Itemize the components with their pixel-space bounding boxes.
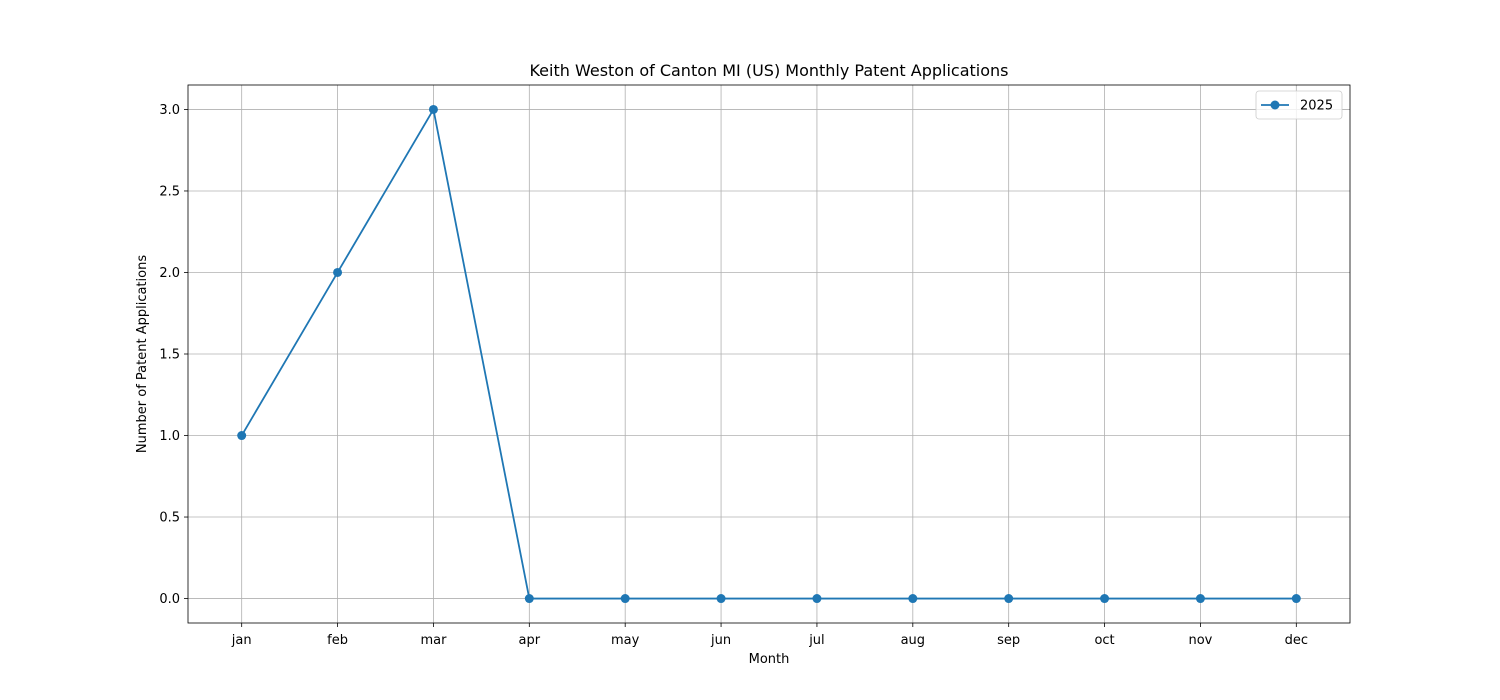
x-tick-label: nov (1188, 633, 1212, 648)
data-point (237, 431, 246, 440)
x-tick-label: may (611, 633, 640, 648)
data-point (333, 268, 342, 277)
data-point (717, 594, 726, 603)
data-point (1292, 594, 1301, 603)
x-tick-label: feb (327, 633, 348, 648)
x-tick-label: oct (1094, 633, 1114, 648)
ticks: jan feb mar apr may jun jul aug sep oct nov dec 0.0 0… (159, 103, 1308, 648)
y-tick-label: 3.0 (159, 103, 180, 118)
data-point (1196, 594, 1205, 603)
y-tick-label: 0.0 (159, 592, 180, 607)
y-tick-label: 2.0 (159, 266, 180, 281)
x-tick-label: dec (1285, 633, 1308, 648)
x-tick-label: jan (231, 633, 252, 648)
data-point (1100, 594, 1109, 603)
y-axis-title: Number of Patent Applications (135, 255, 150, 453)
legend-swatch-marker (1271, 101, 1280, 110)
data-point (812, 594, 821, 603)
grid (188, 85, 1350, 623)
data-point (525, 594, 534, 603)
x-tick-label: aug (901, 633, 925, 648)
x-tick-label: sep (997, 633, 1020, 648)
y-tick-label: 2.5 (159, 184, 180, 199)
data-point (621, 594, 630, 603)
legend-label: 2025 (1300, 99, 1333, 114)
x-tick-label: jun (710, 633, 731, 648)
x-axis-title: Month (749, 652, 790, 667)
chart-title: Keith Weston of Canton MI (US) Monthly P… (529, 61, 1008, 80)
y-tick-label: 1.5 (159, 348, 180, 363)
data-point (1004, 594, 1013, 603)
y-tick-label: 1.0 (159, 429, 180, 444)
legend: 2025 (1256, 91, 1342, 119)
x-tick-label: apr (519, 633, 541, 648)
x-tick-label: jul (808, 633, 824, 648)
data-point (908, 594, 917, 603)
x-tick-label: mar (420, 633, 447, 648)
y-tick-label: 0.5 (159, 511, 180, 526)
data-point (429, 105, 438, 114)
